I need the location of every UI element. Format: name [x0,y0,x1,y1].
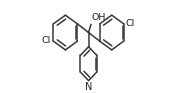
Text: N: N [85,81,92,92]
Text: Cl: Cl [42,36,51,45]
Text: OH: OH [91,13,106,22]
Text: Cl: Cl [126,19,135,28]
